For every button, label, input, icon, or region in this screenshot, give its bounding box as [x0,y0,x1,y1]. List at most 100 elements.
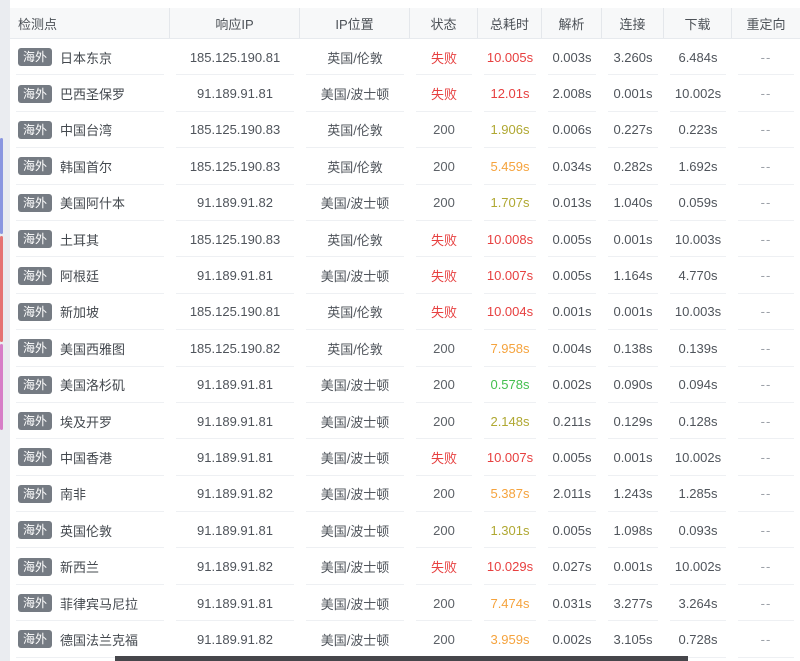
column-header-status[interactable]: 状态 [410,8,478,38]
status-value: 200 [433,377,455,393]
connect-cell: 3.105s [602,621,664,659]
table-row: 海外 中国香港 91.189.91.81 美国/波士顿 失败 10.007s 0… [10,439,800,477]
download-time-value: 0.128s [678,413,718,429]
download-cell: 0.223s [664,112,732,149]
table-row: 海外 南非 91.189.91.82 美国/波士顿 200 5.387s 2.0… [10,476,800,513]
overseas-badge: 海外 [18,302,53,321]
status-value: 200 [433,522,455,538]
status-cell: 失败 [410,439,478,477]
status-cell: 失败 [410,75,478,113]
column-header-location[interactable]: IP位置 [300,8,410,38]
total-time-value: 10.007s [486,268,534,284]
connect-time-value: 0.090s [613,377,653,393]
node-name: 新西兰 [60,560,100,576]
download-cell: 4.770s [664,257,732,295]
status-value: 200 [433,195,455,211]
dns-cell: 2.008s [542,75,602,113]
column-header-total[interactable]: 总耗时 [478,8,542,38]
column-header-download[interactable]: 下载 [664,8,732,38]
connect-time-value: 1.243s [613,486,653,502]
total-cell: 12.01s [478,75,542,113]
total-cell: 1.906s [478,112,542,149]
overseas-badge: 海外 [18,484,53,503]
download-cell: 10.002s [664,548,732,586]
ip-location-cell: 英国/伦敦 [300,112,410,149]
total-cell: 2.148s [478,403,542,440]
ip-location-cell: 美国/波士顿 [300,621,410,659]
total-time-value: 10.008s [486,231,534,247]
node-name: 中国香港 [60,450,113,466]
dns-time-value: 0.002s [552,631,592,647]
response-ip-cell: 91.189.91.82 [170,185,300,222]
download-time-value: 0.094s [678,377,718,393]
download-time-value: 0.223s [678,122,718,138]
column-header-dns[interactable]: 解析 [542,8,602,38]
response-ip-value: 91.189.91.81 [197,268,273,284]
response-ip-cell: 91.189.91.81 [170,257,300,295]
connect-cell: 1.243s [602,476,664,513]
table-row: 海外 韩国首尔 185.125.190.83 英国/伦敦 200 5.459s … [10,148,800,185]
connect-cell: 0.129s [602,403,664,440]
ip-location-value: 美国/波士顿 [320,487,390,503]
ip-location-value: 美国/波士顿 [320,632,390,648]
dns-cell: 0.027s [542,548,602,586]
dns-time-value: 0.027s [552,559,592,575]
column-header-ip[interactable]: 响应IP [170,8,300,38]
ip-location-value: 美国/波士顿 [320,87,390,103]
redirect-cell: -- [732,439,800,477]
column-header-redirect[interactable]: 重定向 [732,8,800,38]
connect-time-value: 0.001s [613,449,653,465]
column-header-node[interactable]: 检测点 [10,8,170,38]
ip-location-cell: 英国/伦敦 [300,330,410,367]
edge-mark-red [0,236,3,342]
response-ip-cell: 91.189.91.81 [170,75,300,113]
response-ip-cell: 91.189.91.81 [170,439,300,477]
overseas-badge: 海外 [18,412,53,431]
dns-time-value: 0.004s [552,340,592,356]
connect-cell: 1.164s [602,257,664,295]
redirect-value: -- [760,631,772,647]
status-value: 200 [433,595,455,611]
column-header-connect[interactable]: 连接 [602,8,664,38]
table-row: 海外 美国洛杉矶 91.189.91.81 美国/波士顿 200 0.578s … [10,367,800,404]
overseas-badge: 海外 [18,448,53,467]
node-name: 菲律宾马尼拉 [60,596,139,612]
response-ip-value: 91.189.91.82 [197,559,273,575]
status-cell: 失败 [410,221,478,258]
table-row: 海外 中国台湾 185.125.190.83 英国/伦敦 200 1.906s … [10,112,800,149]
response-ip-value: 185.125.190.81 [189,49,281,65]
ip-location-value: 美国/波士顿 [320,378,390,394]
response-ip-value: 185.125.190.83 [189,122,281,138]
dns-cell: 0.001s [542,294,602,331]
ip-location-value: 英国/伦敦 [327,123,383,139]
ip-location-cell: 英国/伦敦 [300,39,410,76]
results-table: 检测点 响应IP IP位置 状态 总耗时 解析 连接 下载 重定向 海外 日本东京 185.12… [10,0,800,661]
connect-cell: 0.001s [602,439,664,477]
dns-cell: 0.005s [542,512,602,549]
ip-location-cell: 美国/波士顿 [300,367,410,404]
node-name: 新加坡 [60,305,100,321]
node-cell: 海外 新加坡 [10,294,170,331]
status-cell: 200 [410,403,478,440]
status-cell: 200 [410,476,478,513]
edge-mark-blue [0,138,3,234]
download-time-value: 0.093s [678,522,718,538]
total-time-value: 10.004s [486,304,534,320]
download-cell: 6.484s [664,39,732,76]
total-time-value: 10.029s [486,559,534,575]
node-name: 中国台湾 [60,123,113,139]
response-ip-value: 91.189.91.82 [197,486,273,502]
response-ip-value: 91.189.91.82 [197,195,273,211]
redirect-value: -- [760,231,772,247]
total-time-value: 1.707s [490,195,530,211]
connect-time-value: 3.105s [613,631,653,647]
download-cell: 0.728s [664,621,732,659]
node-name: 美国西雅图 [60,341,126,357]
connect-time-value: 0.227s [613,122,653,138]
table-row: 海外 新加坡 185.125.190.81 英国/伦敦 失败 10.004s 0… [10,294,800,331]
dns-cell: 0.005s [542,221,602,258]
dns-time-value: 0.034s [552,158,592,174]
total-cell: 0.578s [478,367,542,404]
overseas-badge: 海外 [18,48,53,67]
status-cell: 200 [410,112,478,149]
